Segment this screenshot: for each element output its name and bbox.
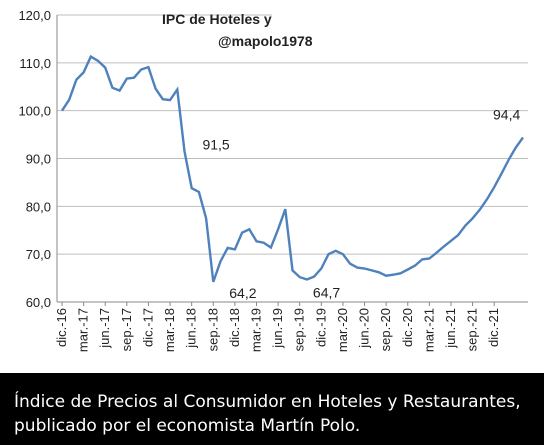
data-labels: 91,5 64,2 64,7 94,4	[202, 106, 520, 300]
y-tick-label: 60,0	[26, 295, 51, 310]
y-tick-label: 110,0	[19, 56, 51, 71]
x-tick-label: jun.-17	[97, 308, 112, 349]
line-chart: 120,0 110,0 100,0 90,0 80,0 70,0 60,0 dic.-16 m…	[0, 0, 544, 373]
caption: Índice de Precios al Consumidor en Hotel…	[14, 390, 534, 438]
data-label: 64,7	[313, 285, 340, 301]
chart-title: IPC de Hoteles y	[162, 11, 272, 27]
x-tick-label: jun.-20	[357, 308, 372, 349]
x-tick-label: sep.-17	[119, 308, 134, 351]
x-tick-label: mar.-19	[248, 308, 263, 352]
series-line	[62, 57, 523, 282]
chart-subtitle: @mapolo1978	[218, 33, 313, 49]
x-tick-label: jun.-21	[443, 308, 458, 349]
y-tick-label: 80,0	[26, 199, 51, 214]
grid-lines	[57, 15, 528, 302]
x-tick-label: dic.-16	[54, 308, 69, 347]
x-tick-label: mar.-21	[421, 308, 436, 352]
title-mask	[272, 7, 542, 27]
x-tick-label: dic.-20	[400, 308, 415, 347]
x-tick-label: jun.-19	[270, 308, 285, 349]
x-tick-label: sep.-21	[465, 308, 480, 351]
x-tick-label: jun.-18	[184, 308, 199, 349]
x-tick-labels: dic.-16 mar.-17 jun.-17 sep.-17 dic.-17 mar.-…	[54, 308, 501, 352]
x-tick-label: sep.-18	[205, 308, 220, 351]
y-tick-label: 90,0	[26, 152, 51, 167]
x-tick-label: mar.-20	[335, 308, 350, 352]
y-tick-label: 120,0	[18, 8, 51, 23]
data-label: 64,2	[229, 285, 256, 301]
y-tick-labels: 120,0 110,0 100,0 90,0 80,0 70,0 60,0	[18, 8, 51, 310]
y-tick-label: 100,0	[18, 104, 51, 119]
chart-area: 120,0 110,0 100,0 90,0 80,0 70,0 60,0 dic.-16 m…	[0, 0, 544, 373]
x-tick-label: mar.-18	[162, 308, 177, 352]
x-tick-label: dic.-18	[227, 308, 242, 347]
x-tick-label: sep.-19	[292, 308, 307, 351]
x-tick-label: sep.-20	[378, 308, 393, 351]
x-tick-label: dic.-17	[140, 308, 155, 347]
x-tick-label: dic.-19	[313, 308, 328, 347]
title-clip	[276, 13, 288, 25]
data-label: 91,5	[202, 136, 229, 152]
x-tick-label: mar.-17	[76, 308, 91, 352]
data-label: 94,4	[493, 106, 520, 122]
y-tick-label: 70,0	[26, 247, 51, 262]
x-tick-label: dic.-21	[486, 308, 501, 347]
